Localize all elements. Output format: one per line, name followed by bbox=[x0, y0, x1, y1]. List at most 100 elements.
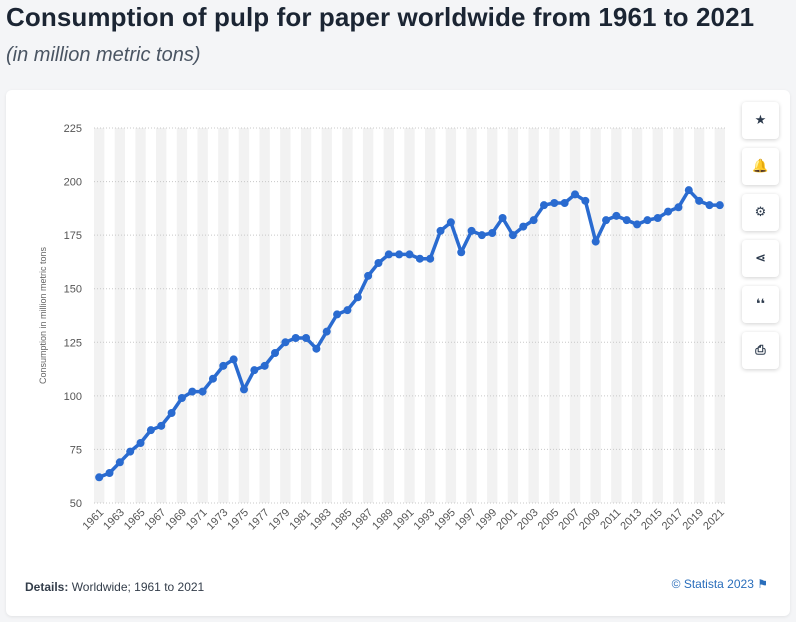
data-point bbox=[343, 306, 352, 315]
x-tick-label: 2007 bbox=[556, 507, 582, 533]
data-point bbox=[622, 216, 631, 225]
data-point bbox=[415, 254, 424, 263]
data-point bbox=[167, 409, 176, 417]
year-band bbox=[238, 128, 250, 503]
data-point bbox=[674, 203, 683, 212]
x-tick-label: 2001 bbox=[494, 507, 520, 533]
data-point bbox=[467, 226, 476, 235]
print-icon[interactable]: ⎙ bbox=[742, 332, 779, 369]
y-tick-label: 200 bbox=[64, 177, 82, 189]
data-point bbox=[250, 366, 259, 375]
data-point bbox=[333, 310, 342, 319]
x-tick-label: 1977 bbox=[246, 507, 272, 533]
quote-icon[interactable]: ❛❛ bbox=[742, 286, 779, 323]
bell-icon[interactable]: 🔔 bbox=[742, 148, 779, 185]
x-tick-label: 1971 bbox=[184, 507, 210, 533]
x-tick-label: 2009 bbox=[577, 507, 603, 533]
y-tick-label: 125 bbox=[64, 337, 82, 349]
year-band bbox=[300, 128, 312, 503]
year-band bbox=[445, 128, 457, 503]
data-point bbox=[271, 349, 280, 357]
data-point bbox=[115, 458, 124, 467]
details: Details: Worldwide; 1961 to 2021 bbox=[25, 580, 204, 594]
data-point bbox=[695, 196, 704, 205]
x-tick-label: 2003 bbox=[515, 507, 541, 533]
data-point bbox=[529, 216, 538, 225]
data-point bbox=[146, 426, 155, 435]
x-tick-label: 2011 bbox=[598, 507, 623, 532]
year-band bbox=[114, 128, 126, 503]
year-band bbox=[259, 128, 270, 503]
share-icon[interactable]: ⋖ bbox=[742, 240, 779, 277]
x-tick-label: 1995 bbox=[432, 507, 458, 533]
x-tick-label: 2017 bbox=[660, 507, 686, 533]
chart-card: 50 75 100 125 150 175 200 225 Consumption in mil… bbox=[6, 90, 790, 616]
data-point bbox=[633, 220, 642, 229]
data-point bbox=[539, 201, 548, 210]
source-link[interactable]: © Statista 2023 ⚑ bbox=[672, 577, 768, 591]
x-tick-label: 1969 bbox=[163, 507, 189, 533]
source-text: © Statista 2023 bbox=[671, 577, 754, 591]
toolbar: ★ 🔔 ⚙ ⋖ ❛❛ ⎙ bbox=[742, 102, 779, 369]
data-point bbox=[384, 250, 393, 259]
x-tick-label: 1989 bbox=[370, 507, 396, 533]
year-band bbox=[425, 128, 436, 503]
star-icon[interactable]: ★ bbox=[742, 102, 779, 139]
year-band bbox=[549, 128, 560, 503]
details-text: Worldwide; 1961 to 2021 bbox=[68, 580, 205, 594]
data-point bbox=[322, 327, 331, 336]
data-point bbox=[653, 214, 662, 222]
page-subtitle: (in million metric tons) bbox=[6, 44, 201, 66]
data-point bbox=[591, 237, 600, 246]
data-point bbox=[302, 334, 311, 342]
data-point bbox=[198, 387, 207, 396]
data-point bbox=[405, 250, 414, 259]
line-chart: 50 75 100 125 150 175 200 225 Consumption in mil… bbox=[38, 123, 727, 533]
data-point bbox=[643, 216, 652, 225]
x-tick-label: 1985 bbox=[329, 507, 355, 533]
data-point bbox=[157, 421, 166, 430]
data-point bbox=[488, 229, 497, 237]
data-point bbox=[105, 469, 114, 477]
data-point bbox=[571, 190, 580, 199]
data-point bbox=[395, 250, 404, 259]
year-band bbox=[383, 128, 394, 503]
year-band bbox=[714, 128, 725, 503]
details-label: Details: bbox=[25, 580, 69, 594]
data-point bbox=[508, 231, 517, 240]
year-band bbox=[197, 128, 208, 503]
data-point bbox=[126, 447, 135, 456]
gear-icon[interactable]: ⚙ bbox=[742, 194, 779, 231]
data-point bbox=[426, 254, 435, 263]
data-point bbox=[219, 361, 228, 370]
data-point bbox=[560, 199, 569, 207]
x-tick-label: 1997 bbox=[453, 507, 479, 533]
y-tick-label: 225 bbox=[64, 123, 82, 135]
x-tick-label: 2019 bbox=[680, 507, 706, 533]
data-point bbox=[353, 293, 362, 302]
year-band bbox=[487, 128, 498, 503]
data-point bbox=[281, 338, 290, 347]
x-tick-label: 1987 bbox=[349, 507, 375, 533]
data-point bbox=[95, 473, 104, 482]
x-tick-label: 1975 bbox=[225, 507, 251, 533]
data-point bbox=[260, 361, 269, 370]
data-point bbox=[291, 334, 300, 342]
x-tick-label: 1979 bbox=[267, 507, 293, 533]
x-tick-label: 1961 bbox=[80, 507, 106, 533]
y-tick-label: 50 bbox=[70, 498, 82, 510]
data-point bbox=[188, 387, 197, 396]
data-point bbox=[446, 218, 455, 227]
data-point bbox=[457, 248, 466, 257]
data-point bbox=[581, 196, 590, 205]
x-tick-label: 1999 bbox=[474, 507, 500, 533]
data-point bbox=[498, 214, 507, 222]
year-band bbox=[611, 128, 622, 503]
x-tick-label: 1991 bbox=[391, 507, 417, 533]
year-band bbox=[135, 128, 146, 503]
data-point bbox=[312, 344, 321, 353]
x-tick-label: 1993 bbox=[412, 507, 438, 533]
page-title: Consumption of pulp for paper worldwide … bbox=[6, 2, 755, 32]
year-band bbox=[176, 128, 188, 503]
data-point bbox=[436, 226, 445, 235]
